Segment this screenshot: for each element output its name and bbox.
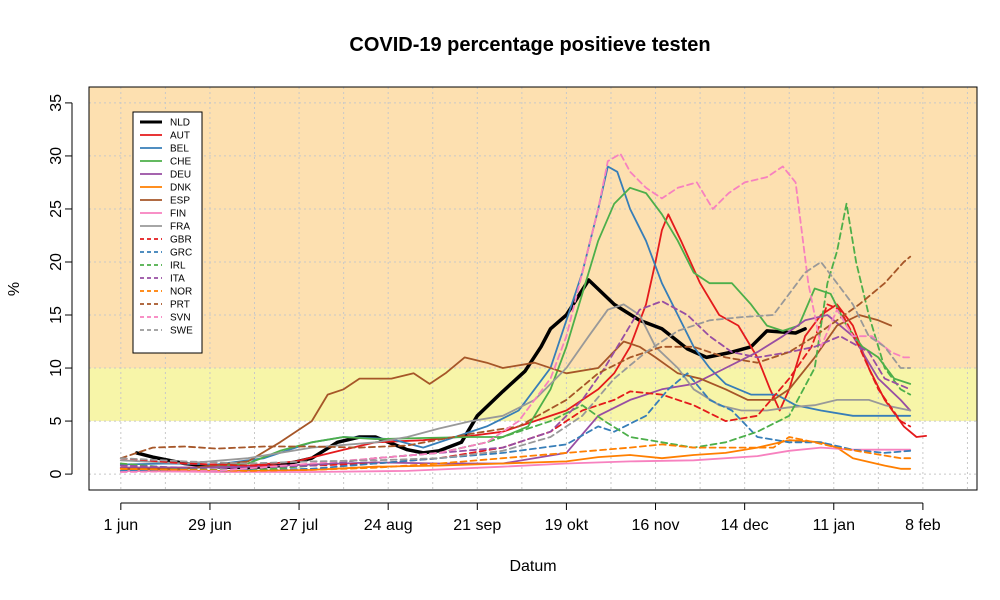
x-tick-label: 1 jun: [103, 517, 138, 534]
x-axis-label: Datum: [509, 558, 556, 575]
y-tick-label: 10: [48, 359, 65, 377]
y-tick-label: 5: [48, 417, 65, 426]
legend-label-fra: FRA: [170, 222, 190, 233]
y-tick-label: 0: [48, 470, 65, 479]
chart-title: COVID-19 percentage positieve testen: [349, 34, 710, 56]
series-line-swe: [119, 261, 912, 465]
x-tick-label: 19 okt: [545, 517, 589, 534]
series-line-esp: [119, 314, 892, 470]
plot-frame: [88, 86, 978, 491]
legend-label-deu: DEU: [170, 170, 191, 181]
y-tick-label: 30: [48, 147, 65, 165]
background-band-below-zero: [89, 474, 977, 490]
series-line-che: [119, 186, 912, 472]
legend-box: [132, 111, 203, 354]
series-line-fra: [119, 303, 912, 465]
x-tick-label: 29 jun: [188, 517, 232, 534]
y-axis-label: %: [6, 282, 23, 296]
x-tick-label: 11 jan: [813, 517, 855, 534]
background-band-2: [89, 87, 977, 369]
legend-label-esp: ESP: [170, 196, 190, 207]
legend-label-fin: FIN: [170, 209, 186, 220]
series-lines: [119, 152, 927, 473]
legend-label-prt: PRT: [170, 300, 190, 311]
legend: NLD AUT BEL CHE DEU DNK ESP FIN FRA GBR GRC IRL ITA N…: [132, 111, 203, 354]
legend-label-nld: NLD: [170, 118, 190, 129]
legend-label-swe: SWE: [170, 326, 193, 337]
legend-label-gbr: GBR: [170, 235, 192, 246]
y-tick-label: 35: [48, 94, 65, 112]
legend-label-irl: IRL: [170, 261, 186, 272]
series-line-nor: [119, 436, 912, 472]
legend-label-aut: AUT: [170, 131, 190, 142]
legend-label-svn: SVN: [170, 313, 191, 324]
x-tick-label: 27 jul: [280, 517, 318, 534]
x-tick-label: 24 aug: [364, 517, 413, 534]
x-tick-label: 21 sep: [453, 517, 501, 534]
series-line-aut: [119, 213, 927, 469]
y-tick-label: 20: [48, 253, 65, 271]
x-tick-label: 8 feb: [905, 517, 941, 534]
grid: [89, 87, 977, 490]
background-band-1: [89, 368, 977, 422]
series-line-svn: [119, 152, 912, 473]
series-line-prt: [119, 255, 912, 460]
legend-label-nor: NOR: [170, 287, 192, 298]
background-bands: [89, 87, 977, 490]
legend-label-dnk: DNK: [170, 183, 191, 194]
x-tick-label: 14 dec: [721, 517, 769, 534]
series-line-gbr: [119, 303, 912, 467]
x-tick-label: 16 nov: [632, 517, 680, 534]
legend-label-grc: GRC: [170, 248, 192, 259]
y-tick-label: 25: [48, 200, 65, 218]
y-tick-label: 15: [48, 306, 65, 324]
legend-label-bel: BEL: [170, 144, 189, 155]
y-axis: 0 5 10 15 20 25 30 35: [48, 94, 73, 479]
x-axis: 1 jun 29 jun 27 jul 24 aug 21 sep 19 okt 16 no…: [103, 502, 941, 534]
legend-label-ita: ITA: [170, 274, 185, 285]
legend-label-che: CHE: [170, 157, 191, 168]
